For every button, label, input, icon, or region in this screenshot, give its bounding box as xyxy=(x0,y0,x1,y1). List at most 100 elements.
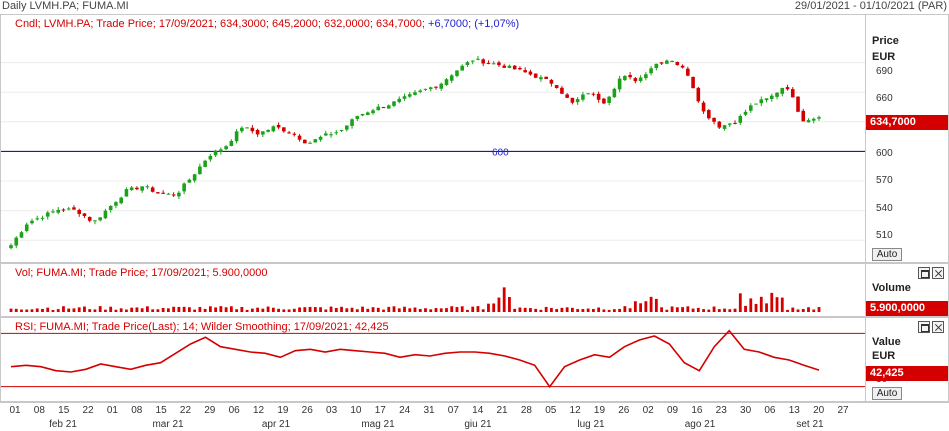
maximize-icon[interactable] xyxy=(918,321,930,333)
maximize-icon[interactable] xyxy=(918,267,930,279)
candle-up xyxy=(324,133,328,136)
volume-bar xyxy=(182,306,186,312)
volume-bar xyxy=(429,309,433,312)
volume-bar xyxy=(523,307,527,312)
close-icon[interactable] xyxy=(932,321,944,333)
volume-bar xyxy=(445,308,448,312)
candle-up xyxy=(66,208,71,210)
candle-up xyxy=(386,105,391,109)
volume-bar xyxy=(167,308,170,312)
volume-bar xyxy=(612,309,616,312)
volume-bar xyxy=(581,309,585,312)
candle-up xyxy=(575,99,580,103)
candle-down xyxy=(381,107,386,109)
candle-up xyxy=(166,193,171,195)
candlestick-chart[interactable]: 600 xyxy=(1,15,867,262)
volume-bar xyxy=(644,301,648,312)
candle-up xyxy=(187,179,192,183)
date-axis[interactable]: 01 08 15 22 01 08 15 22 29 06 12 19 26 03 10 17 24 31 07 14… xyxy=(0,402,949,431)
candle-up xyxy=(192,174,197,181)
last-rsi-flag: 42,425 xyxy=(866,366,948,381)
candle-up xyxy=(376,106,381,111)
candle-down xyxy=(790,89,795,98)
candle-up xyxy=(24,224,29,232)
candle-up xyxy=(308,142,312,144)
candle-up xyxy=(418,90,423,92)
candle-up xyxy=(586,93,590,95)
day-tick-label: 22 xyxy=(179,405,192,416)
volume-bar xyxy=(72,308,76,312)
candle-down xyxy=(785,87,790,90)
day-tick-label: 13 xyxy=(788,405,800,416)
volume-axis-title: Volume xyxy=(872,282,911,294)
candle-up xyxy=(344,125,349,130)
volume-panel[interactable]: Vol; FUMA.MI; Trade Price; 17/09/2021; 5… xyxy=(0,263,949,317)
volume-bar xyxy=(146,306,149,312)
volume-bar xyxy=(665,309,669,312)
candle-up xyxy=(9,245,13,249)
candle-down xyxy=(549,79,554,84)
day-tick-label: 15 xyxy=(155,405,167,416)
volume-bar xyxy=(466,309,469,312)
month-label: apr 21 xyxy=(261,419,291,430)
price-legend-change: +6,7000; (+1,07%) xyxy=(428,18,520,30)
volume-bar xyxy=(324,309,328,312)
volume-bar xyxy=(508,297,511,312)
volume-window-buttons xyxy=(918,267,944,279)
volume-bar xyxy=(555,309,559,312)
price-auto-button[interactable]: Auto xyxy=(872,248,902,261)
candle-down xyxy=(481,59,486,64)
candle-up xyxy=(350,119,354,126)
price-tick: 660 xyxy=(876,93,893,104)
volume-bar xyxy=(591,308,595,312)
volume-bar xyxy=(387,306,391,312)
candle-down xyxy=(591,93,596,95)
volume-chart[interactable] xyxy=(1,264,867,316)
candle-up xyxy=(413,92,417,95)
day-tick-label: 01 xyxy=(9,405,21,416)
price-axis[interactable]: Price EUR 690 660 634,7000 600 570 540 5… xyxy=(865,15,948,262)
volume-bar xyxy=(728,309,732,312)
instruments-title: Daily LVMH.PA; FUMA.MI xyxy=(2,0,129,12)
volume-bar xyxy=(539,309,543,312)
candle-up xyxy=(266,129,270,132)
rsi-axis[interactable]: Value EUR 30 42,425 Auto xyxy=(865,318,948,401)
candle-down xyxy=(512,65,517,70)
rsi-auto-button[interactable]: Auto xyxy=(872,387,902,400)
day-tick-label: 12 xyxy=(252,405,265,416)
volume-bar xyxy=(256,307,259,312)
candle-up xyxy=(365,112,370,116)
candle-up xyxy=(407,94,412,97)
candle-up xyxy=(728,123,732,125)
price-tick: 690 xyxy=(876,66,893,77)
candle-down xyxy=(602,98,606,104)
candle-up xyxy=(213,150,218,156)
candle-down xyxy=(544,76,548,79)
close-icon[interactable] xyxy=(932,267,944,279)
price-tick: 510 xyxy=(876,230,893,241)
volume-bar xyxy=(187,307,191,312)
volume-bar xyxy=(439,308,443,312)
price-panel[interactable]: 600 Cndl; LVMH.PA; Trade Price; 17/09/20… xyxy=(0,14,949,263)
rsi-chart[interactable] xyxy=(1,318,867,401)
candle-down xyxy=(691,76,695,89)
volume-bar xyxy=(334,307,338,312)
volume-bar xyxy=(397,308,401,312)
volume-bar xyxy=(801,308,805,312)
volume-bar xyxy=(266,306,270,312)
rsi-panel[interactable]: RSI; FUMA.MI; Trade Price(Last); 14; Wil… xyxy=(0,317,949,402)
volume-bar xyxy=(497,297,501,312)
volume-bar xyxy=(675,307,679,312)
candle-up xyxy=(764,98,769,101)
volume-bar xyxy=(759,296,763,312)
volume-bar xyxy=(529,308,532,312)
volume-bar xyxy=(796,309,800,312)
volume-bar xyxy=(156,309,160,312)
candle-up xyxy=(439,83,444,89)
month-label: ago 21 xyxy=(684,419,716,430)
volume-bar xyxy=(376,307,380,312)
volume-bar xyxy=(292,308,296,312)
volume-bar xyxy=(791,307,795,312)
volume-bar xyxy=(198,307,202,312)
volume-axis[interactable]: Volume 5.900,0000 xyxy=(865,264,948,316)
